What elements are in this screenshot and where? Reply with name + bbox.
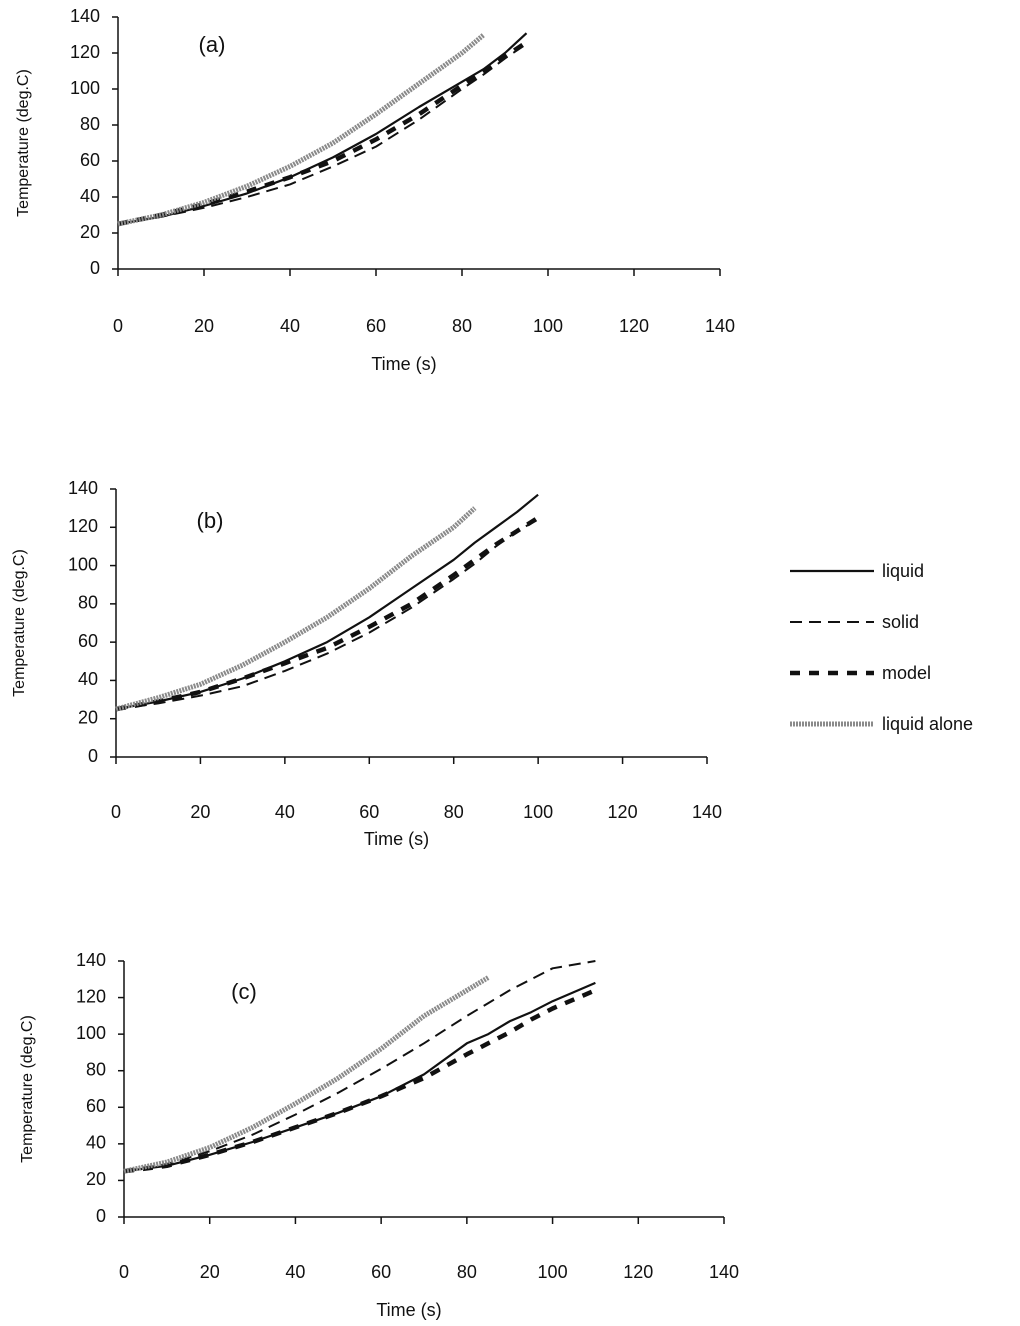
y-tick-label: 40 <box>86 1133 106 1153</box>
x-tick-label: 100 <box>533 316 563 336</box>
y-tick-label: 100 <box>70 78 100 98</box>
series-line <box>117 32 528 226</box>
y-tick-label: 20 <box>86 1169 106 1189</box>
panel-label: (b) <box>197 508 224 533</box>
y-tick-label: 100 <box>68 554 98 574</box>
y-tick-label: 60 <box>86 1096 106 1116</box>
x-tick-label: 20 <box>200 1262 220 1282</box>
y-tick-label: 60 <box>80 150 100 170</box>
series-line <box>123 960 596 1173</box>
x-axis-title: Time (s) <box>371 354 436 374</box>
y-tick-label: 80 <box>78 593 98 613</box>
x-tick-label: 0 <box>119 1262 129 1282</box>
series-line <box>115 515 540 712</box>
series-line <box>117 33 486 227</box>
y-axis-title: Temperature (deg.C) <box>19 1015 36 1163</box>
series-line <box>115 518 539 711</box>
panel-label: (a) <box>199 32 226 57</box>
y-tick-label: 40 <box>80 186 100 206</box>
legend-label: solid <box>882 612 919 632</box>
series-line <box>123 988 597 1174</box>
y-tick-label: 40 <box>78 669 98 689</box>
x-tick-label: 0 <box>113 316 123 336</box>
y-axis-title: Temperature (deg.C) <box>15 69 32 217</box>
x-tick-label: 120 <box>619 316 649 336</box>
x-tick-label: 140 <box>692 802 722 822</box>
x-tick-label: 120 <box>623 1262 653 1282</box>
x-tick-label: 80 <box>457 1262 477 1282</box>
x-tick-label: 40 <box>275 802 295 822</box>
x-tick-label: 60 <box>366 316 386 336</box>
panel-label: (c) <box>231 979 257 1004</box>
y-axis-title: Temperature (deg.C) <box>11 549 28 697</box>
y-tick-label: 120 <box>76 986 106 1006</box>
x-tick-label: 60 <box>371 1262 391 1282</box>
x-tick-label: 140 <box>705 316 735 336</box>
y-tick-label: 140 <box>76 950 106 970</box>
series-line <box>117 43 528 225</box>
y-tick-label: 0 <box>88 746 98 766</box>
y-tick-label: 0 <box>90 258 100 278</box>
y-tick-label: 140 <box>70 6 100 26</box>
series-line <box>123 981 596 1173</box>
y-tick-label: 20 <box>80 222 100 242</box>
x-tick-label: 40 <box>285 1262 305 1282</box>
y-tick-label: 20 <box>78 707 98 727</box>
x-tick-label: 20 <box>194 316 214 336</box>
x-tick-label: 40 <box>280 316 300 336</box>
y-tick-label: 60 <box>78 631 98 651</box>
x-tick-label: 20 <box>190 802 210 822</box>
y-tick-label: 140 <box>68 478 98 498</box>
series-line <box>115 506 477 712</box>
y-tick-label: 120 <box>70 42 100 62</box>
x-tick-label: 80 <box>452 316 472 336</box>
series-line <box>117 40 528 227</box>
y-tick-label: 120 <box>68 516 98 536</box>
y-tick-label: 100 <box>76 1023 106 1043</box>
series-line <box>123 975 490 1174</box>
x-tick-label: 0 <box>111 802 121 822</box>
y-tick-label: 0 <box>96 1206 106 1226</box>
x-tick-label: 100 <box>538 1262 568 1282</box>
x-tick-label: 60 <box>359 802 379 822</box>
legend-label: liquid <box>882 561 924 581</box>
legend-label: liquid alone <box>882 714 973 734</box>
x-tick-label: 80 <box>444 802 464 822</box>
x-axis-title: Time (s) <box>364 829 429 849</box>
y-tick-label: 80 <box>80 114 100 134</box>
legend-label: model <box>882 663 931 683</box>
x-axis-title: Time (s) <box>376 1300 441 1320</box>
y-tick-label: 80 <box>86 1059 106 1079</box>
x-tick-label: 140 <box>709 1262 739 1282</box>
x-tick-label: 100 <box>523 802 553 822</box>
x-tick-label: 120 <box>608 802 638 822</box>
series-line <box>115 493 539 711</box>
